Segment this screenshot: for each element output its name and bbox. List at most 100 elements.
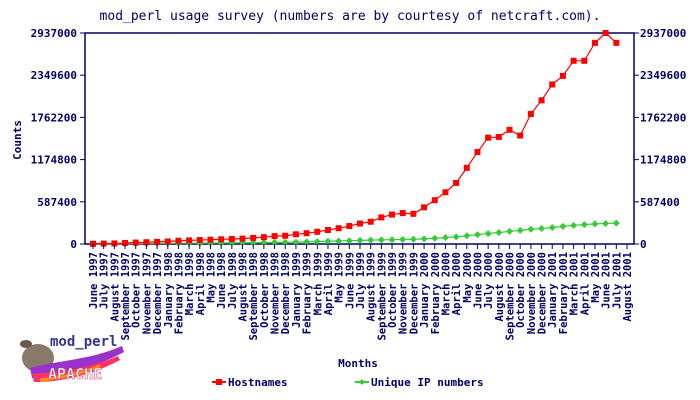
y-axis-label: Counts — [11, 120, 24, 160]
data-point — [367, 236, 375, 244]
x-tick-label: February 1999 — [302, 252, 314, 334]
data-point — [495, 229, 503, 237]
x-tick-label: November 1998 — [270, 252, 282, 334]
data-point — [473, 231, 481, 239]
data-point — [324, 226, 331, 233]
x-axis-label: Months — [338, 357, 378, 370]
data-point — [132, 239, 139, 246]
data-point — [442, 189, 449, 196]
x-tick-label: May 1999 — [334, 252, 346, 303]
x-tick-label: July 2001 — [611, 252, 623, 309]
data-point — [324, 237, 332, 245]
y-tick-left: 1762200 — [31, 111, 77, 124]
data-point — [249, 239, 257, 247]
data-point — [250, 234, 257, 241]
data-point — [281, 238, 289, 246]
x-tick-label: June 1999 — [344, 252, 356, 309]
data-point — [399, 235, 407, 243]
x-tick-label: September 2000 — [505, 252, 517, 341]
data-point — [570, 221, 578, 229]
data-point — [378, 214, 385, 221]
y-tick-left: 2349600 — [31, 69, 77, 82]
x-tick-label: February 2001 — [558, 252, 570, 334]
data-point — [356, 236, 364, 244]
data-point — [517, 132, 524, 139]
logo-top-text: mod_perl — [50, 334, 117, 350]
data-point — [345, 237, 353, 245]
x-tick-label: December 1998 — [280, 252, 292, 334]
x-tick-label: January 1998 — [163, 252, 175, 328]
x-tick-label: June 2000 — [472, 252, 484, 309]
x-tick-label: October 1997 — [131, 252, 143, 328]
x-tick-label: June 1997 — [88, 252, 100, 309]
data-point — [239, 235, 246, 242]
y-tick-right: 587400 — [640, 196, 680, 209]
x-tick-label: May 2001 — [590, 252, 602, 303]
x-tick-label: February 1998 — [173, 252, 185, 334]
data-point — [367, 218, 374, 225]
mod-perl-apache-logo: mod_perl APACHE — [10, 330, 130, 390]
y-tick-right: 1762200 — [640, 111, 686, 124]
data-point — [453, 179, 460, 186]
data-point — [452, 233, 460, 241]
data-point — [260, 239, 268, 247]
x-tick-label: December 2000 — [537, 252, 549, 334]
x-tick-label: July 1997 — [99, 252, 111, 309]
x-tick-label: January 2001 — [547, 252, 559, 328]
data-point — [346, 223, 353, 230]
x-tick-label: March 2000 — [440, 252, 452, 315]
data-point — [581, 57, 588, 64]
data-point — [613, 39, 620, 46]
data-point — [431, 234, 439, 242]
legend-label: Hostnames — [228, 376, 288, 389]
x-tick-label: October 2000 — [515, 252, 527, 328]
data-point — [335, 237, 343, 245]
x-tick-label: August 1997 — [109, 252, 121, 322]
data-point — [474, 149, 481, 156]
data-point — [207, 236, 214, 243]
data-point — [377, 236, 385, 244]
data-point — [549, 81, 556, 88]
data-point — [485, 134, 492, 141]
data-point — [580, 221, 588, 229]
x-tick-label: April 1998 — [195, 252, 207, 315]
data-point — [143, 239, 150, 246]
y-tick-right: 2937000 — [640, 27, 686, 40]
data-point — [388, 236, 396, 244]
data-point — [538, 225, 546, 233]
data-point — [282, 232, 289, 239]
data-point — [527, 225, 535, 233]
data-point — [506, 126, 513, 133]
x-tick-label: November 1997 — [141, 252, 153, 334]
x-tick-label: January 2000 — [419, 252, 431, 328]
data-point — [164, 238, 171, 245]
data-point — [292, 231, 299, 238]
x-tick-label: November 2000 — [526, 252, 538, 334]
data-point — [314, 228, 321, 235]
data-point — [228, 235, 235, 242]
data-point — [260, 234, 267, 241]
x-tick-label: April 2001 — [579, 252, 591, 315]
data-point — [548, 223, 556, 231]
data-point — [389, 211, 396, 218]
x-tick-label: July 1998 — [227, 252, 239, 309]
legend-item: Unique IP numbers — [355, 376, 484, 389]
data-point — [570, 57, 577, 64]
x-tick-label: October 1998 — [259, 252, 271, 328]
data-point — [303, 238, 311, 246]
y-tick-right: 2349600 — [640, 69, 686, 82]
x-tick-label: August 2001 — [622, 252, 634, 322]
data-point — [421, 204, 428, 211]
data-point — [122, 239, 129, 246]
data-point — [516, 226, 524, 234]
y-tick-left: 2937000 — [31, 27, 77, 40]
data-point — [591, 220, 599, 228]
data-point — [196, 237, 203, 244]
x-tick-label: August 2000 — [494, 252, 506, 322]
x-tick-label: March 1999 — [312, 252, 324, 315]
x-tick-label: March 1998 — [184, 252, 196, 315]
x-tick-label: March 2001 — [569, 252, 581, 315]
y-tick-right: 0 — [640, 238, 647, 251]
data-point — [409, 235, 417, 243]
data-point — [495, 133, 502, 140]
